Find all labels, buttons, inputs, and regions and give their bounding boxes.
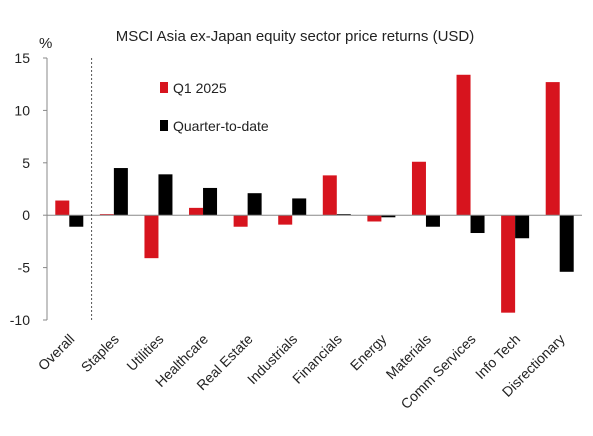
bar-quarter-to-date-comm-services [470, 215, 485, 234]
legend-swatch [160, 82, 168, 93]
bar-quarter-to-date-disrectionary [559, 215, 574, 272]
bar-quarter-to-date-industrials [292, 198, 307, 216]
bar-quarter-to-date-utilities [158, 174, 173, 216]
bar-q1-2025-financials [322, 175, 337, 216]
bar-q1-2025-staples [99, 214, 114, 216]
x-tick-label: Energy [347, 331, 390, 374]
y-tick-label: 0 [22, 207, 30, 223]
bar-quarter-to-date-staples [113, 168, 128, 216]
bar-quarter-to-date-healthcare [203, 187, 218, 216]
bar-q1-2025-comm-services [456, 74, 471, 216]
bar-q1-2025-healthcare [189, 207, 204, 216]
bar-q1-2025-energy [367, 215, 382, 222]
chart-title: MSCI Asia ex-Japan equity sector price r… [116, 28, 474, 45]
x-tick-label: Overall [35, 331, 78, 374]
bar-quarter-to-date-overall [69, 215, 84, 227]
bar-quarter-to-date-materials [425, 215, 440, 227]
bar-q1-2025-info-tech [501, 215, 516, 313]
bar-q1-2025-overall [55, 200, 70, 216]
x-tick-label: Utilities [123, 331, 166, 374]
y-tick-label: 15 [14, 50, 30, 66]
y-axis-unit: % [39, 35, 52, 52]
y-tick-label: 5 [22, 155, 30, 171]
bar-quarter-to-date-real-estate [247, 193, 262, 216]
bar-quarter-to-date-info-tech [515, 215, 530, 239]
legend-swatch [160, 120, 168, 131]
y-tick-label: 10 [14, 102, 30, 118]
y-axis: 15 10 5 0 -5 -10 [10, 50, 48, 328]
bar-quarter-to-date-financials [336, 214, 351, 216]
bars [55, 74, 574, 313]
y-tick-label: -10 [10, 312, 30, 328]
bar-q1-2025-materials [411, 161, 426, 216]
bar-q1-2025-real-estate [233, 215, 248, 227]
bar-q1-2025-industrials [278, 215, 293, 225]
bar-quarter-to-date-energy [381, 215, 396, 218]
x-tick-label: Staples [78, 331, 122, 375]
legend: Q1 2025 Quarter-to-date [160, 80, 269, 134]
legend-label: Quarter-to-date [173, 118, 269, 134]
bar-q1-2025-utilities [144, 215, 159, 259]
legend-label: Q1 2025 [173, 80, 227, 96]
y-tick-label: -5 [18, 260, 31, 276]
bar-q1-2025-disrectionary [545, 82, 560, 216]
